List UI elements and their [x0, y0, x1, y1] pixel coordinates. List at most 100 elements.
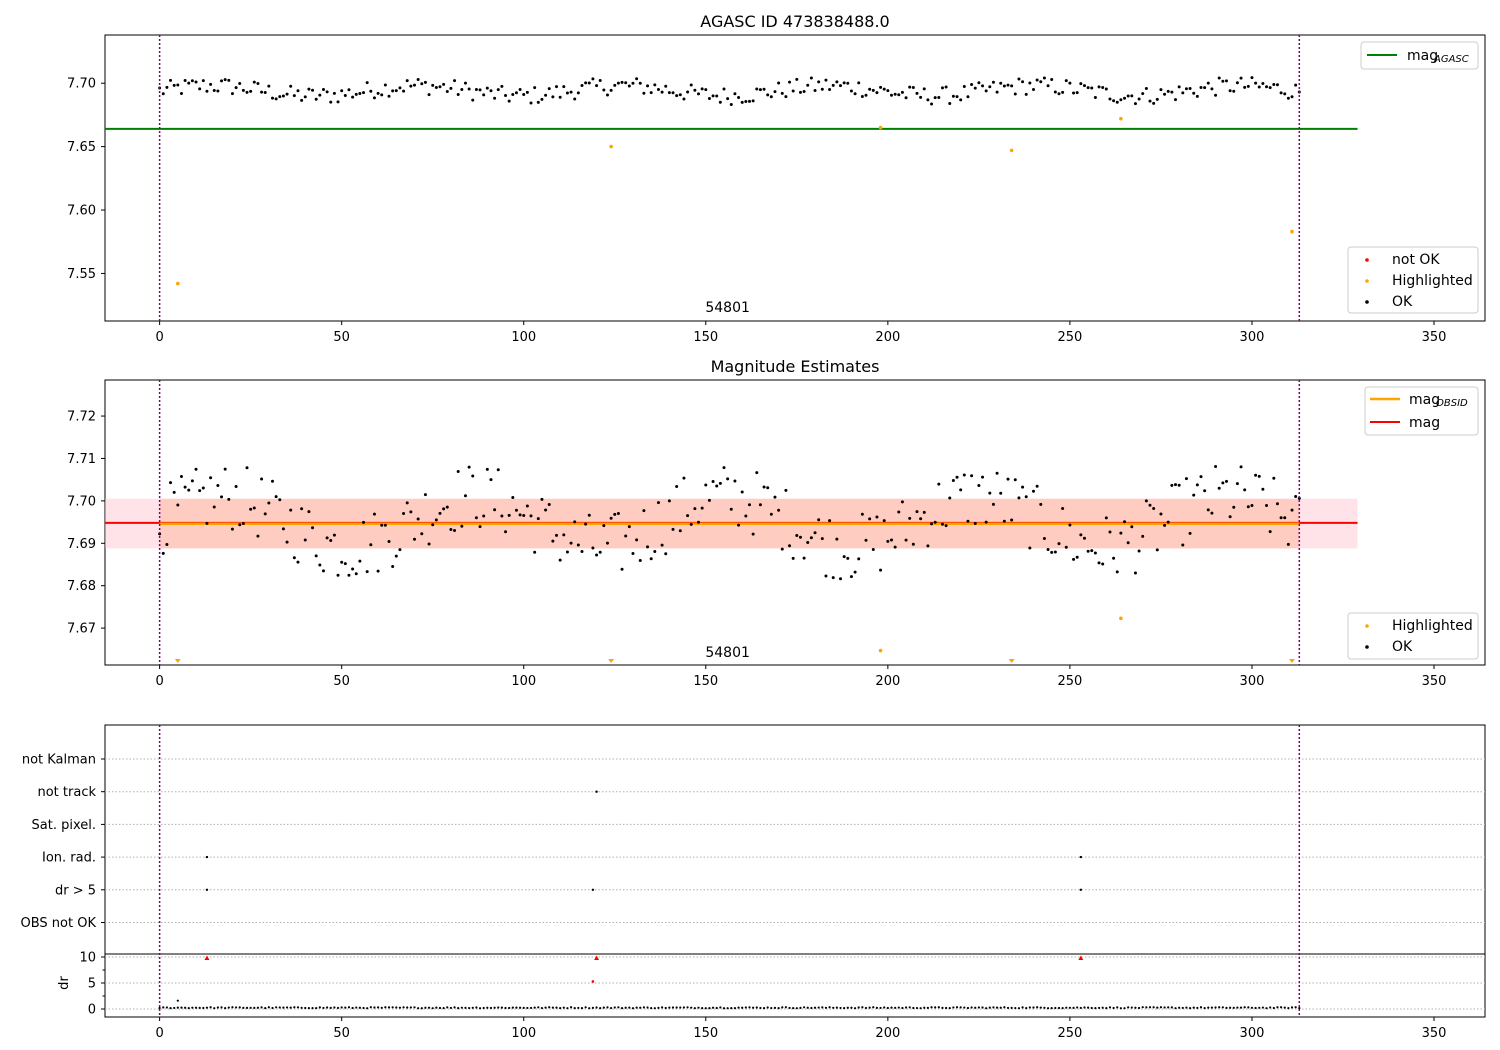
dr-point [934, 1006, 937, 1009]
data-point-ok [1254, 473, 1258, 477]
dr-point [890, 1006, 893, 1009]
dr-point [413, 1006, 416, 1009]
data-point-ok [817, 518, 821, 522]
data-point-ok [540, 97, 544, 101]
data-point-ok [241, 88, 245, 92]
data-point-ok [558, 95, 562, 99]
data-point-ok [1130, 525, 1134, 529]
dr-point [213, 1007, 216, 1010]
data-point-ok [860, 95, 864, 99]
data-point-ok [241, 522, 245, 526]
dr-point [1192, 1006, 1195, 1009]
dr-point [704, 1007, 707, 1010]
x-tick-label: 150 [693, 330, 718, 345]
dr-point [471, 1006, 474, 1009]
dr-point [1221, 1006, 1224, 1009]
data-point-ok [230, 92, 234, 96]
data-point-ok [434, 518, 438, 522]
dr-point [915, 1006, 919, 1010]
data-point-ok [999, 491, 1003, 495]
data-point-ok [420, 82, 424, 86]
data-point-ok [1166, 89, 1170, 93]
dr-point [311, 1007, 314, 1010]
data-point-ok [1039, 502, 1043, 506]
data-point-ok [747, 99, 751, 103]
data-point-ok [777, 508, 781, 512]
dr-point [853, 1007, 857, 1010]
data-point-ok [766, 93, 770, 97]
data-point-ok [209, 82, 213, 86]
data-point-ok [839, 84, 843, 88]
data-point-ok [1235, 482, 1239, 486]
data-point-ok [314, 554, 318, 558]
data-point-ok [959, 488, 963, 492]
dr-point [995, 1006, 999, 1009]
dr-point [715, 1006, 718, 1010]
data-point-ok [267, 501, 271, 505]
data-point-ok [216, 89, 220, 93]
dr-point [373, 1006, 376, 1009]
dr-point [1247, 1006, 1250, 1009]
data-point-ok [707, 96, 711, 100]
flag-row-label: not track [37, 785, 96, 800]
data-point-ok [1294, 494, 1298, 498]
data-point-ok [1159, 512, 1163, 516]
data-point-ok [711, 480, 715, 484]
dr-point [1025, 1006, 1028, 1010]
data-point-ok [489, 478, 493, 482]
data-point-ok [1239, 465, 1243, 469]
data-point-ok [919, 517, 923, 521]
data-point-ok [544, 93, 548, 97]
dr-point [1028, 1006, 1031, 1009]
data-point-ok [1079, 533, 1083, 537]
flag-point [595, 790, 598, 793]
x-tick-label: 200 [875, 674, 900, 689]
x-tick-label: 0 [155, 1026, 163, 1041]
data-point-ok [784, 488, 788, 492]
data-point-ok [1021, 485, 1025, 489]
dr-point [406, 1006, 409, 1009]
data-point-ok [802, 90, 806, 94]
dr-point [762, 1007, 766, 1010]
data-point-ok [820, 537, 824, 541]
data-point-ok [584, 522, 588, 526]
data-point-ok [620, 567, 624, 571]
dr-point [1243, 1006, 1246, 1009]
dr-point [722, 1007, 726, 1010]
data-point-ok [1243, 85, 1247, 89]
data-point-ok [930, 102, 934, 106]
below-range-marker [608, 659, 615, 663]
data-point-ok [1290, 508, 1294, 512]
data-point-ok [456, 93, 460, 97]
data-point-ok [1115, 100, 1119, 104]
data-point-ok [889, 538, 893, 542]
dr-point [1210, 1006, 1214, 1009]
data-point-ok [700, 87, 704, 91]
legend-mag-agasc: mag AGASC [1360, 41, 1479, 70]
data-point-ok [576, 543, 580, 547]
data-point-ok [449, 527, 453, 531]
data-point-ok [769, 95, 773, 99]
data-point-ok [653, 549, 657, 553]
data-point-ok [915, 91, 919, 95]
dr-point [974, 1006, 977, 1009]
data-point-ok [565, 550, 569, 554]
data-point-ok [289, 84, 293, 88]
data-point-ok [1137, 97, 1141, 101]
data-point-ok [682, 97, 686, 101]
data-point-ok [1064, 545, 1068, 549]
data-point-ok [791, 89, 795, 93]
data-point-ok [562, 533, 566, 537]
data-point-ok [857, 557, 861, 561]
data-point-ok [1246, 505, 1250, 509]
data-point-ok [1133, 571, 1137, 575]
data-point-ok [398, 548, 402, 552]
data-point-ok [897, 510, 901, 514]
data-point-ok [1093, 96, 1097, 100]
dr-point [1279, 1006, 1283, 1009]
data-point-ok [1184, 477, 1188, 481]
data-point-ok [442, 507, 446, 511]
data-point-ok [616, 81, 620, 85]
data-point-ok [463, 494, 467, 498]
dr-point [733, 1007, 737, 1010]
